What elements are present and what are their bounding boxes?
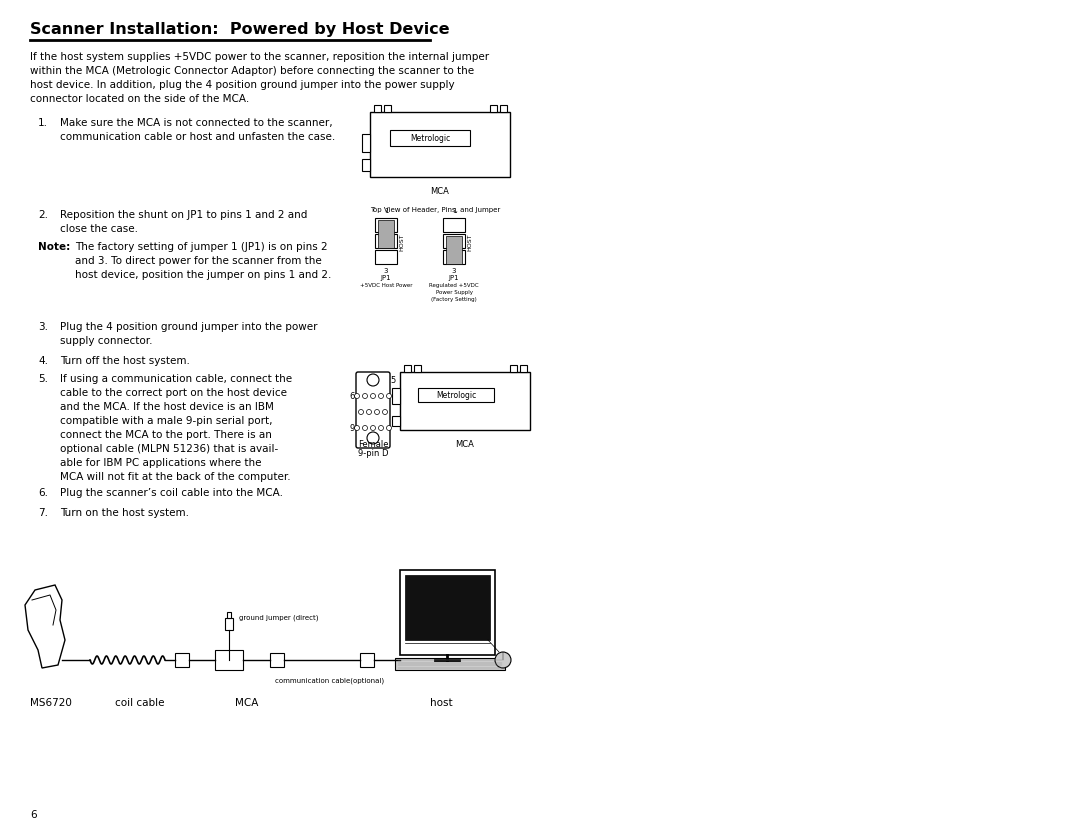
Bar <box>375 218 397 232</box>
Bar <box>400 570 495 655</box>
Circle shape <box>366 409 372 414</box>
Bar <box>227 612 231 618</box>
Text: 3.: 3. <box>38 322 48 332</box>
Circle shape <box>387 394 391 399</box>
Text: JP1: JP1 <box>448 275 459 281</box>
Circle shape <box>378 425 383 430</box>
Circle shape <box>363 425 367 430</box>
Text: 1: 1 <box>383 208 388 214</box>
Text: ground jumper (direct): ground jumper (direct) <box>239 615 319 621</box>
Text: Female: Female <box>357 440 388 449</box>
Bar <box>390 130 470 146</box>
Bar <box>443 234 465 248</box>
Bar <box>519 365 527 372</box>
Text: HOST: HOST <box>400 234 405 251</box>
Text: MS6720: MS6720 <box>30 698 72 708</box>
Circle shape <box>495 652 511 668</box>
Circle shape <box>367 432 379 444</box>
Text: coil cable: coil cable <box>114 698 164 708</box>
FancyBboxPatch shape <box>356 372 390 448</box>
Text: (Factory Setting): (Factory Setting) <box>431 297 477 302</box>
Circle shape <box>354 425 360 430</box>
Circle shape <box>354 394 360 399</box>
Text: 6: 6 <box>30 810 37 820</box>
Bar <box>370 112 510 177</box>
Bar <box>215 650 243 670</box>
Circle shape <box>359 409 364 414</box>
Bar <box>375 234 397 248</box>
Bar <box>392 416 400 426</box>
Text: JP1: JP1 <box>380 275 391 281</box>
Text: 7.: 7. <box>38 508 48 518</box>
Circle shape <box>367 374 379 386</box>
Text: 2.: 2. <box>38 210 48 220</box>
Text: 6: 6 <box>350 391 355 400</box>
Polygon shape <box>25 585 65 668</box>
Circle shape <box>382 409 388 414</box>
Text: Scanner Installation:  Powered by Host Device: Scanner Installation: Powered by Host De… <box>30 22 449 37</box>
Text: Plug the 4 position ground jumper into the power
supply connector.: Plug the 4 position ground jumper into t… <box>60 322 318 346</box>
Bar <box>418 388 494 402</box>
Bar <box>446 236 462 264</box>
Text: 1: 1 <box>451 208 456 214</box>
Circle shape <box>370 394 376 399</box>
Text: 1.: 1. <box>38 118 48 128</box>
Text: communication cable(optional): communication cable(optional) <box>275 678 384 685</box>
Bar <box>362 134 370 152</box>
Bar <box>378 220 394 248</box>
Text: 9-pin D: 9-pin D <box>357 449 388 458</box>
Bar <box>374 105 381 112</box>
Text: If the host system supplies +5VDC power to the scanner, reposition the internal : If the host system supplies +5VDC power … <box>30 52 489 104</box>
Bar <box>384 105 391 112</box>
Text: Note:: Note: <box>38 242 70 252</box>
Text: If using a communication cable, connect the
cable to the correct port on the hos: If using a communication cable, connect … <box>60 374 292 482</box>
Bar <box>400 372 530 430</box>
Text: +5VDC Host Power: +5VDC Host Power <box>360 283 413 288</box>
Text: 3: 3 <box>383 268 388 274</box>
Circle shape <box>363 394 367 399</box>
Bar <box>392 388 400 404</box>
Text: Metrologic: Metrologic <box>436 390 476 399</box>
Text: HOST: HOST <box>468 234 473 251</box>
Text: 5: 5 <box>390 375 395 384</box>
Circle shape <box>378 394 383 399</box>
Bar <box>490 105 497 112</box>
Bar <box>405 575 490 640</box>
Text: Regulated +5VDC: Regulated +5VDC <box>429 283 478 288</box>
Text: Metrologic: Metrologic <box>410 133 450 143</box>
Bar <box>362 159 370 171</box>
Text: Top View of Header, Pins, and Jumper: Top View of Header, Pins, and Jumper <box>370 207 500 213</box>
Bar <box>510 365 517 372</box>
Text: 5.: 5. <box>38 374 48 384</box>
Bar <box>414 365 421 372</box>
Text: 6.: 6. <box>38 488 48 498</box>
Bar <box>395 658 505 670</box>
Bar <box>270 653 284 667</box>
Bar <box>443 250 465 264</box>
Text: Power Supply: Power Supply <box>435 290 473 295</box>
Text: Make sure the MCA is not connected to the scanner,
communication cable or host a: Make sure the MCA is not connected to th… <box>60 118 335 142</box>
Text: MCA: MCA <box>235 698 258 708</box>
Text: 3: 3 <box>451 268 456 274</box>
Text: Turn off the host system.: Turn off the host system. <box>60 356 190 366</box>
Text: host: host <box>430 698 453 708</box>
Bar <box>175 653 189 667</box>
Text: Reposition the shunt on JP1 to pins 1 and 2 and
close the case.: Reposition the shunt on JP1 to pins 1 an… <box>60 210 308 234</box>
Text: The factory setting of jumper 1 (JP1) is on pins 2
and 3. To direct power for th: The factory setting of jumper 1 (JP1) is… <box>75 242 332 280</box>
Text: 4.: 4. <box>38 356 48 366</box>
Circle shape <box>387 425 391 430</box>
Circle shape <box>375 409 379 414</box>
Bar <box>375 250 397 264</box>
Bar <box>360 653 374 667</box>
Bar <box>225 618 233 630</box>
Bar <box>500 105 507 112</box>
Text: Turn on the host system.: Turn on the host system. <box>60 508 189 518</box>
Text: Plug the scanner’s coil cable into the MCA.: Plug the scanner’s coil cable into the M… <box>60 488 283 498</box>
Text: 9: 9 <box>350 424 355 433</box>
Circle shape <box>370 425 376 430</box>
Bar <box>443 218 465 232</box>
Text: MCA: MCA <box>456 440 474 449</box>
Text: MCA: MCA <box>431 187 449 196</box>
Bar <box>404 365 411 372</box>
